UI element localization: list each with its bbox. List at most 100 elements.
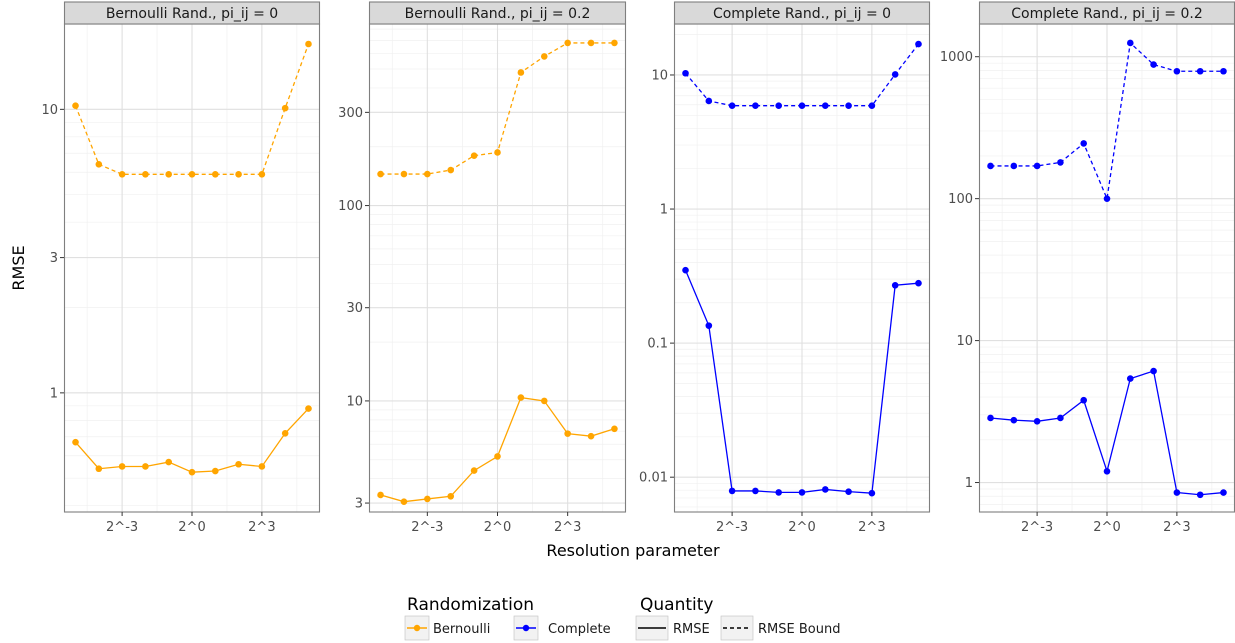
x-tick-label: 2^-3 — [106, 520, 138, 535]
y-tick-label: 1 — [50, 386, 58, 401]
facet-panels: Bernoulli Rand., pi_ij = 0 1 3 10 2^-3 2^0 2^3… — [41, 1, 1235, 535]
data-point — [1103, 467, 1111, 475]
data-point — [728, 487, 736, 495]
y-tick-label: 0.1 — [647, 337, 668, 352]
x-tick-label: 2^0 — [178, 520, 205, 535]
data-point — [682, 266, 689, 274]
y-tick-label: 100 — [338, 199, 363, 214]
data-point — [470, 467, 478, 474]
x-tick-label: 2^3 — [248, 520, 275, 535]
data-point — [211, 171, 219, 178]
data-point — [118, 463, 126, 470]
y-tick-label: 10 — [956, 334, 973, 349]
y-tick-label: 3 — [355, 497, 363, 512]
data-point — [72, 438, 79, 446]
y-tick-label: 1000 — [940, 50, 973, 65]
gridlines — [369, 24, 626, 512]
legend-point-complete — [522, 624, 530, 632]
data-point — [188, 171, 196, 178]
data-point — [1010, 162, 1018, 170]
data-point — [517, 394, 525, 401]
data-point — [1103, 195, 1111, 202]
data-point — [1080, 140, 1088, 147]
data-point — [868, 102, 876, 109]
data-point — [891, 71, 899, 78]
data-point — [798, 102, 806, 109]
series-rmse-bound — [987, 39, 1227, 202]
data-point — [705, 97, 713, 105]
facet-title: Complete Rand., pi_ij = 0.2 — [1011, 6, 1202, 22]
series-rmse — [987, 367, 1227, 499]
data-point — [72, 102, 79, 110]
series-rmse-bound — [377, 39, 618, 178]
y-tick-label: 100 — [948, 192, 973, 207]
series-rmse — [72, 405, 312, 476]
data-point — [377, 170, 384, 178]
data-point — [752, 102, 759, 109]
y-tick-label: 10 — [651, 68, 668, 83]
data-point — [1220, 489, 1227, 496]
data-point — [728, 102, 736, 109]
x-axis: 2^-3 2^0 2^3 — [1021, 512, 1191, 535]
y-tick-label: 1 — [965, 476, 973, 491]
y-axis: 1 3 10 — [41, 103, 64, 401]
x-tick-label: 2^3 — [554, 520, 581, 535]
legend-key-bernoulli — [404, 615, 430, 641]
series-rmse-bound — [72, 40, 312, 178]
data-point — [165, 458, 173, 466]
legend-title-quantity: Quantity — [640, 595, 713, 615]
data-point — [891, 281, 899, 289]
data-point — [400, 498, 408, 505]
legend: Randomization Bernoulli Complete Quantit… — [404, 595, 840, 641]
data-point — [845, 488, 852, 495]
y-tick-label: 10 — [41, 103, 58, 118]
series-line-rmse-bound — [74, 43, 310, 175]
data-point — [1173, 489, 1181, 496]
legend-label-complete: Complete — [548, 622, 611, 637]
data-point — [447, 166, 455, 174]
series-rmse-bound — [682, 40, 922, 109]
y-tick-label: 300 — [338, 106, 363, 121]
legend-key-complete — [513, 615, 539, 641]
data-point — [377, 491, 384, 499]
gridlines — [979, 24, 1235, 512]
data-point — [142, 171, 149, 178]
facet-panel-2: Bernoulli Rand., pi_ij = 0.2 3 10 30 100 300 2… — [338, 1, 627, 535]
facet-strip — [673, 1, 931, 25]
data-point — [165, 171, 173, 178]
data-point — [1126, 375, 1134, 382]
x-axis-title: Resolution parameter — [546, 541, 720, 560]
data-point — [752, 487, 759, 495]
data-point — [915, 279, 922, 287]
data-point — [564, 430, 571, 437]
data-point — [258, 463, 266, 470]
data-point — [95, 160, 103, 168]
data-point — [235, 460, 242, 468]
series-rmse — [377, 394, 618, 505]
y-axis: 0.01 0.1 1 10 — [639, 68, 674, 486]
data-point — [821, 102, 829, 109]
facet-title: Bernoulli Rand., pi_ij = 0 — [106, 6, 278, 22]
data-point — [142, 463, 149, 470]
data-point — [1196, 491, 1204, 499]
data-point — [540, 53, 548, 60]
data-point — [705, 322, 713, 329]
data-point — [494, 453, 501, 460]
data-point — [424, 170, 431, 178]
data-point — [1220, 67, 1227, 75]
y-tick-label: 10 — [346, 394, 363, 409]
y-axis: 3 10 30 100 300 — [338, 106, 369, 512]
data-point — [1057, 159, 1064, 166]
x-axis: 2^-3 2^0 2^3 — [411, 512, 581, 535]
data-point — [1173, 67, 1181, 75]
y-tick-label: 30 — [346, 301, 363, 316]
series-line-rmse-bound — [990, 41, 1224, 202]
facet-panel-1: Bernoulli Rand., pi_ij = 0 1 3 10 2^-3 2^0 2^3 — [41, 1, 321, 535]
facet-strip — [368, 1, 627, 25]
data-point — [118, 171, 126, 178]
data-point — [188, 468, 196, 476]
data-point — [587, 39, 595, 47]
data-point — [564, 39, 571, 47]
x-tick-label: 2^0 — [484, 520, 511, 535]
